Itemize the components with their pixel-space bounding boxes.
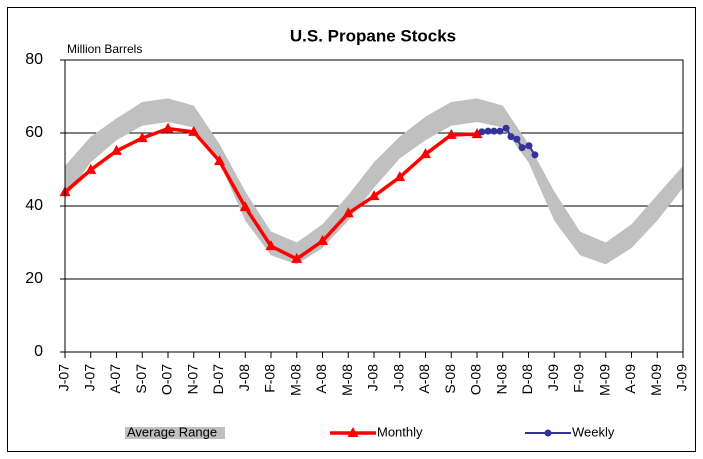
x-tick-label: A-08 bbox=[416, 364, 432, 394]
plot-border bbox=[64, 59, 684, 353]
monthly-marker bbox=[342, 207, 354, 218]
x-tick-label: O-08 bbox=[468, 364, 484, 395]
average-range-band bbox=[65, 98, 683, 265]
monthly-marker bbox=[420, 148, 431, 159]
x-tick-label: J-07 bbox=[81, 364, 97, 391]
x-tick-label: J-08 bbox=[365, 364, 381, 391]
y-tick-label: 40 bbox=[25, 197, 43, 214]
x-tick-label: F-08 bbox=[262, 364, 278, 393]
y-axis-label: Million Barrels bbox=[67, 42, 142, 56]
x-tick-label: A-07 bbox=[107, 364, 123, 394]
x-tick-label: M-08 bbox=[287, 364, 303, 396]
x-tick-label: J-08 bbox=[236, 364, 252, 391]
x-tick-label: J-07 bbox=[56, 364, 72, 391]
x-tick-label: M-09 bbox=[648, 364, 664, 396]
x-tick-label: F-09 bbox=[571, 364, 587, 393]
x-tick-label: A-09 bbox=[622, 364, 638, 394]
x-tick-label: O-07 bbox=[159, 364, 175, 395]
x-tick-label: N-08 bbox=[493, 364, 509, 395]
weekly-point bbox=[484, 127, 492, 135]
chart-frame bbox=[7, 7, 696, 452]
legend-label: Average Range bbox=[127, 424, 217, 439]
weekly-point bbox=[507, 133, 515, 141]
x-tick-label: S-08 bbox=[442, 364, 458, 394]
monthly-marker bbox=[188, 125, 200, 136]
monthly-marker bbox=[317, 235, 328, 246]
monthly-marker bbox=[445, 128, 457, 139]
monthly-marker bbox=[136, 132, 148, 143]
x-tick-label: D-08 bbox=[519, 364, 535, 395]
monthly-marker bbox=[265, 240, 277, 251]
monthly-marker bbox=[162, 122, 174, 133]
legend-swatch bbox=[125, 427, 225, 439]
monthly-marker bbox=[111, 144, 122, 155]
x-tick-label: J-09 bbox=[674, 364, 690, 391]
monthly-marker bbox=[471, 128, 483, 139]
monthly-marker bbox=[85, 163, 97, 174]
weekly-point bbox=[518, 144, 526, 152]
weekly-point bbox=[525, 142, 533, 150]
x-tick-label: D-07 bbox=[210, 364, 226, 395]
legend-label: Monthly bbox=[377, 424, 423, 439]
weekly-point bbox=[478, 128, 486, 136]
legend-label: Weekly bbox=[572, 424, 615, 439]
legend-marker bbox=[544, 429, 552, 437]
legend-marker bbox=[347, 427, 359, 437]
x-tick-label: M-08 bbox=[339, 364, 355, 396]
monthly-marker bbox=[239, 201, 251, 212]
x-tick-label: S-07 bbox=[133, 364, 149, 394]
y-tick-label: 20 bbox=[25, 270, 43, 287]
weekly-point bbox=[496, 127, 504, 135]
x-tick-label: A-08 bbox=[313, 364, 329, 394]
x-tick-label: J-09 bbox=[545, 364, 561, 391]
monthly-marker bbox=[394, 171, 406, 182]
weekly-point bbox=[490, 127, 498, 135]
weekly-point bbox=[502, 124, 510, 132]
weekly-point bbox=[531, 151, 539, 159]
x-tick-label: J-08 bbox=[390, 364, 406, 391]
weekly-point bbox=[513, 135, 521, 143]
y-tick-label: 60 bbox=[25, 124, 43, 141]
x-tick-label: N-07 bbox=[184, 364, 200, 395]
y-tick-label: 0 bbox=[34, 343, 43, 360]
monthly-marker bbox=[214, 155, 225, 166]
y-tick-label: 80 bbox=[25, 51, 43, 68]
x-tick-label: M-09 bbox=[596, 364, 612, 396]
monthly-marker bbox=[291, 252, 303, 263]
monthly-marker bbox=[368, 190, 380, 201]
chart-title: U.S. Propane Stocks bbox=[290, 26, 456, 45]
